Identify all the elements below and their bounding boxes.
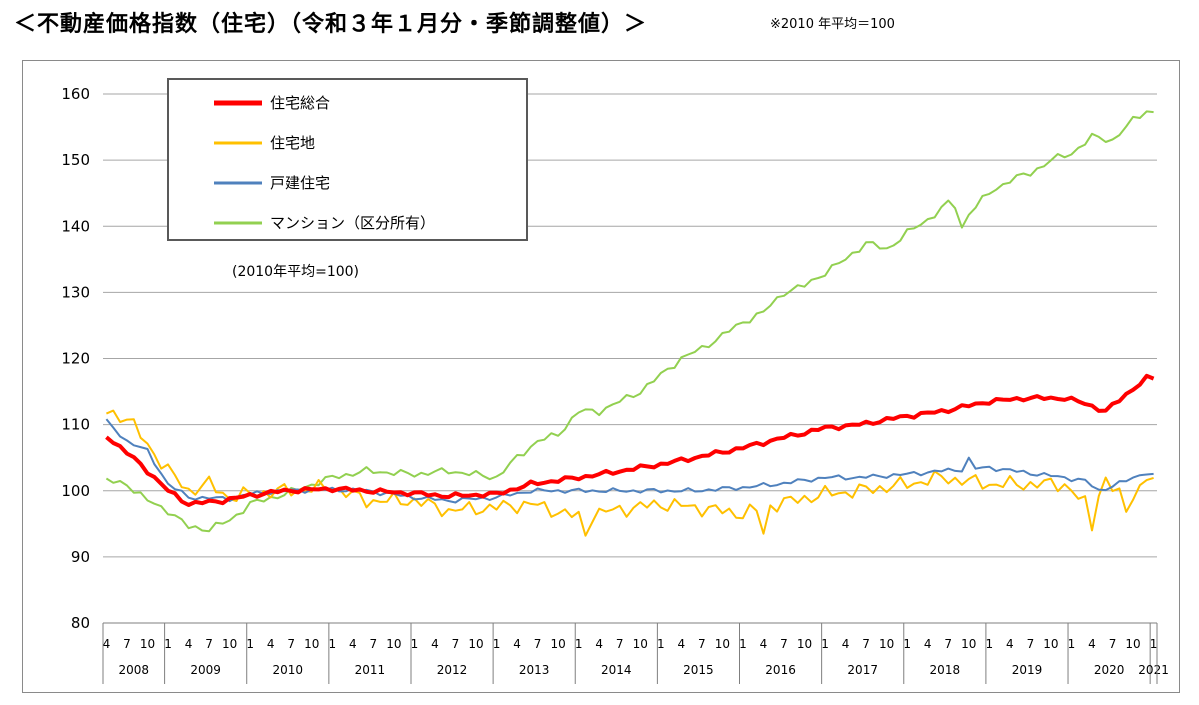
x-tick-label: 1 <box>328 637 336 651</box>
x-tick-label: 10 <box>140 637 155 651</box>
x-tick-label: 1 <box>739 637 747 651</box>
year-label: 2009 <box>190 663 221 677</box>
x-tick-label: 7 <box>534 637 542 651</box>
x-tick-label: 1 <box>246 637 254 651</box>
y-tick-label: 80 <box>71 614 90 632</box>
x-tick-label: 7 <box>205 637 213 651</box>
x-tick-label: 7 <box>616 637 624 651</box>
y-axis-ticks: 80 90 100 110 120 130 140 150 160 <box>61 85 90 632</box>
x-tick-label: 4 <box>185 637 193 651</box>
y-tick-label: 90 <box>71 548 90 566</box>
legend-label: マンション（区分所有） <box>270 214 435 232</box>
x-tick-label: 10 <box>386 637 401 651</box>
x-tick-label: 7 <box>780 637 788 651</box>
x-tick-label: 7 <box>123 637 131 651</box>
series-line <box>105 373 1155 507</box>
year-label: 2018 <box>930 663 961 677</box>
x-tick-label: 4 <box>267 637 275 651</box>
series-lines <box>105 110 1155 537</box>
year-label: 2017 <box>847 663 878 677</box>
x-tick-label: 1 <box>493 637 501 651</box>
x-tick-label: 10 <box>304 637 319 651</box>
x-tick-label: 7 <box>1109 637 1117 651</box>
x-tick-label: 4 <box>431 637 439 651</box>
x-tick-label: 10 <box>633 637 648 651</box>
y-tick-label: 140 <box>61 217 90 235</box>
x-tick-label: 10 <box>715 637 730 651</box>
year-label: 2015 <box>683 663 714 677</box>
x-tick-label: 7 <box>1027 637 1035 651</box>
x-tick-label: 10 <box>222 637 237 651</box>
x-tick-label: 4 <box>1088 637 1096 651</box>
year-label: 2011 <box>355 663 386 677</box>
x-tick-label: 10 <box>961 637 976 651</box>
x-tick-label: 4 <box>842 637 850 651</box>
x-tick-label: 10 <box>879 637 894 651</box>
x-tick-label: 1 <box>821 637 829 651</box>
year-label: 2014 <box>601 663 632 677</box>
x-tick-label: 4 <box>678 637 686 651</box>
year-label: 2013 <box>519 663 550 677</box>
x-tick-label: 10 <box>1043 637 1058 651</box>
x-axis: 4 7 10 1 4 7 10 1 4 7 10 1 4 7 10 1 4 7 10 1 4 7 10 1 4 7 10 1 4 7 10 1… <box>102 623 1169 684</box>
x-tick-label: 1 <box>575 637 583 651</box>
page-title: ＜不動産価格指数（住宅）（令和３年１月分・季節調整値）＞ <box>14 12 648 37</box>
x-tick-label: 4 <box>760 637 768 651</box>
year-label: 2008 <box>119 663 150 677</box>
y-tick-label: 110 <box>61 416 90 434</box>
x-tick-label: 1 <box>1150 637 1158 651</box>
x-tick-label: 4 <box>595 637 603 651</box>
x-tick-label: 7 <box>452 637 460 651</box>
base-year-note: ※2010 年平均＝100 <box>770 17 895 32</box>
x-tick-label: 1 <box>903 637 911 651</box>
x-tick-label: 7 <box>862 637 870 651</box>
x-tick-label: 10 <box>797 637 812 651</box>
y-tick-label: 120 <box>61 350 90 368</box>
x-tick-label: 1 <box>411 637 419 651</box>
x-tick-label: 1 <box>164 637 172 651</box>
x-tick-label: 4 <box>924 637 932 651</box>
x-tick-label: 7 <box>370 637 378 651</box>
year-label: 2010 <box>273 663 304 677</box>
y-tick-label: 130 <box>61 283 90 301</box>
x-tick-label: 10 <box>468 637 483 651</box>
y-tick-label: 150 <box>61 151 90 169</box>
x-tick-label: 10 <box>1125 637 1140 651</box>
year-label: 2021 <box>1138 663 1169 677</box>
x-tick-label: 1 <box>985 637 993 651</box>
y-tick-label: 100 <box>61 482 90 500</box>
x-tick-label: 1 <box>1068 637 1076 651</box>
legend-label: 住宅総合 <box>270 94 330 112</box>
year-label: 2020 <box>1094 663 1125 677</box>
x-tick-label: 7 <box>944 637 952 651</box>
x-tick-label: 7 <box>698 637 706 651</box>
x-tick-label: 4 <box>349 637 357 651</box>
legend-box <box>167 78 528 241</box>
series-line <box>105 418 1154 504</box>
x-tick-label: 4 <box>1006 637 1014 651</box>
year-label: 2016 <box>765 663 796 677</box>
year-label: 2012 <box>437 663 468 677</box>
x-tick-label: 4 <box>513 637 521 651</box>
legend-label: 戸建住宅 <box>270 174 330 192</box>
x-tick-label: 7 <box>287 637 295 651</box>
x-tick-label: 1 <box>657 637 665 651</box>
year-label: 2019 <box>1012 663 1043 677</box>
series-line <box>106 409 1154 537</box>
x-tick-label: 4 <box>103 637 111 651</box>
series-line <box>105 110 1154 533</box>
chart-annotation: (2010年平均=100) <box>232 264 359 280</box>
y-tick-label: 160 <box>61 85 90 103</box>
legend-label: 住宅地 <box>270 134 315 152</box>
x-tick-label: 10 <box>550 637 565 651</box>
chart-frame <box>22 60 1180 693</box>
